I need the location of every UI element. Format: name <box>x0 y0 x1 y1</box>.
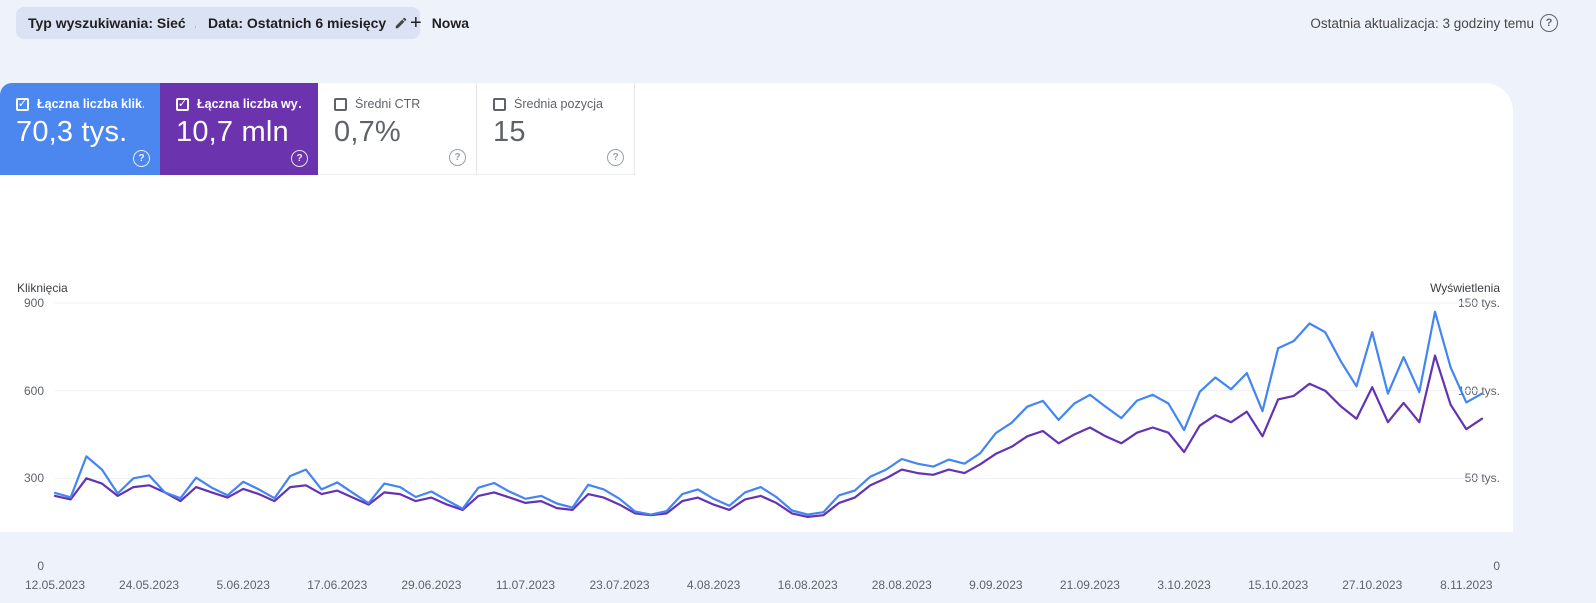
plus-icon: + <box>410 12 422 34</box>
edit-pencil-icon <box>394 16 408 30</box>
new-filter-button[interactable]: + Nowa <box>402 7 477 39</box>
clicks-metric-value: 70,3 tys. <box>16 116 128 148</box>
metric-card-total-clicks[interactable]: ✓ Łączna liczba klik… 70,3 tys. ? <box>0 83 160 175</box>
help-icon[interactable]: ? <box>607 149 624 166</box>
date-range-filter-label: Data: Ostatnich 6 miesięcy <box>208 15 387 31</box>
clicks-line-series[interactable] <box>53 310 1484 516</box>
metric-card-average-ctr[interactable]: Średni CTR 0,7% ? <box>318 83 477 175</box>
ctr-metric-value: 0,7% <box>334 116 401 148</box>
chart-canvas[interactable] <box>0 273 1513 603</box>
help-icon[interactable]: ? <box>1540 14 1558 32</box>
last-update-text: Ostatnia aktualizacja: 3 godziny temu <box>1310 15 1534 31</box>
help-icon[interactable]: ? <box>133 150 150 167</box>
clicks-checkbox[interactable]: ✓ <box>16 97 29 111</box>
right-axis-tick: 50 tys. <box>1464 471 1500 486</box>
ctr-checkbox[interactable] <box>334 97 347 111</box>
help-icon[interactable]: ? <box>449 149 466 166</box>
left-axis-tick: 900 <box>23 296 44 310</box>
last-update-status: Ostatnia aktualizacja: 3 godziny temu ? <box>1310 14 1558 32</box>
position-metric-label: Średnia pozycja <box>514 97 603 111</box>
left-axis-tick: 600 <box>23 383 44 398</box>
impressions-line-series[interactable] <box>53 354 1484 518</box>
toolbar: Typ wyszukiwania: Sieć Data: Ostatnich 6… <box>0 0 1596 60</box>
impressions-metric-value: 10,7 mln <box>176 116 289 148</box>
metric-card-average-position[interactable]: Średnia pozycja 15 ? <box>477 83 635 175</box>
position-checkbox[interactable] <box>493 97 506 111</box>
search-type-filter-chip[interactable]: Typ wyszukiwania: Sieć <box>16 7 220 39</box>
date-range-filter-chip[interactable]: Data: Ostatnich 6 miesięcy <box>196 7 421 39</box>
search-type-filter-label: Typ wyszukiwania: Sieć <box>28 15 186 31</box>
right-axis-title: Wyświetlenia <box>1430 281 1500 295</box>
help-icon[interactable]: ? <box>291 150 308 167</box>
new-filter-label: Nowa <box>431 15 470 31</box>
impressions-metric-label: Łączna liczba wy… <box>197 97 302 111</box>
clicks-metric-label: Łączna liczba klik… <box>37 97 144 111</box>
position-metric-value: 15 <box>493 116 526 148</box>
metric-card-total-impressions[interactable]: ✓ Łączna liczba wy… 10,7 mln ? <box>160 83 318 175</box>
impressions-checkbox[interactable]: ✓ <box>176 97 189 111</box>
ctr-metric-label: Średni CTR <box>355 97 421 111</box>
performance-panel: ✓ Łączna liczba klik… 70,3 tys. ? ✓ Łącz… <box>0 83 1513 592</box>
performance-line-chart[interactable]: Kliknięcia Wyświetlenia 900 600 300 0 150 tys.… <box>0 273 1513 603</box>
left-axis-tick: 300 <box>23 471 44 486</box>
left-axis-title: Kliknięcia <box>17 281 68 295</box>
